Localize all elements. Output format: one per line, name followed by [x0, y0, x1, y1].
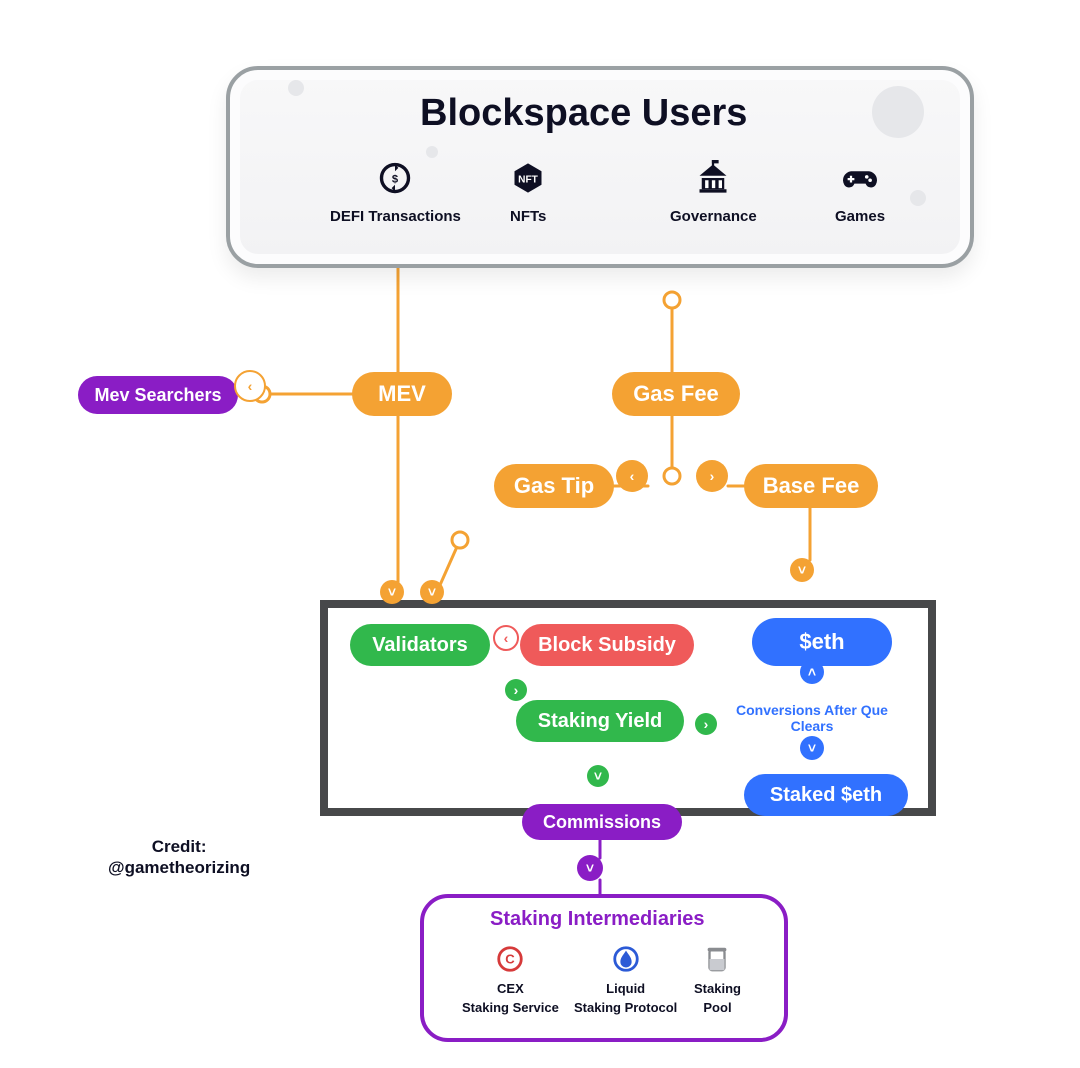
- val-to-yield-arrow-chip: ›: [505, 679, 527, 701]
- blockspace-user-item: NFT NFTs: [510, 160, 546, 225]
- panel-deco-circle: [872, 86, 924, 138]
- blockspace-user-label: Governance: [670, 208, 757, 225]
- gas-right-arrow-chip: ›: [696, 460, 728, 492]
- intermediary-label: Staking Protocol: [574, 1001, 677, 1016]
- mev-searchers-pill: Mev Searchers: [78, 376, 238, 414]
- panel-deco-circle: [910, 190, 926, 206]
- intermediary-label: Staking Service: [462, 1001, 559, 1016]
- intermediary-label: Staking: [694, 982, 741, 997]
- staked-eth-pill: Staked $eth: [744, 774, 908, 816]
- blockspace-user-item: Governance: [670, 160, 757, 225]
- intermediary-label: CEX: [497, 982, 524, 997]
- comm-down-arrow-chip: ˅: [577, 855, 603, 881]
- games-icon: [842, 160, 878, 200]
- block-subsidy-pill: Block Subsidy: [520, 624, 694, 666]
- svg-text:$: $: [392, 174, 399, 186]
- mev-pill: MEV: [352, 372, 452, 416]
- conversions-label: Conversions After Que Clears: [724, 702, 900, 734]
- eth-down-arrow-chip: ˅: [800, 736, 824, 760]
- blockspace-user-item: Games: [835, 160, 885, 225]
- blockspace-user-label: DEFI Transactions: [330, 208, 461, 225]
- validators-pill: Validators: [350, 624, 490, 666]
- mev-left-arrow-chip: ‹: [234, 370, 266, 402]
- tip-down-arrow-chip: ˅: [420, 580, 444, 604]
- blockspace-user-label: NFTs: [510, 208, 546, 225]
- eth-pill: $eth: [752, 618, 892, 666]
- yield-to-eth-arrow-chip: ›: [695, 713, 717, 735]
- svg-text:C: C: [506, 952, 516, 967]
- gov-icon: [695, 160, 731, 200]
- credit-line2: @gametheorizing: [108, 858, 250, 877]
- intermediary-item: Staking Pool: [694, 944, 741, 1016]
- mev-down-arrow-chip: ˅: [380, 580, 404, 604]
- gas-tip-pill: Gas Tip: [494, 464, 614, 508]
- blockspace-user-item: $ DEFI Transactions: [330, 160, 461, 225]
- cex-icon: C: [495, 944, 525, 978]
- intermediary-label: Liquid: [606, 982, 645, 997]
- liquid-icon: [611, 944, 641, 978]
- defi-icon: $: [377, 160, 413, 200]
- commissions-pill: Commissions: [522, 804, 682, 840]
- staking-yield-pill: Staking Yield: [516, 700, 684, 742]
- panel-deco-circle: [426, 146, 438, 158]
- base-down-arrow-chip: ˅: [790, 558, 814, 582]
- diagram-stage: { "canvas": {"w":1080,"h":1068,"bg":"#ff…: [0, 0, 1080, 1068]
- eth-up-arrow-chip: ˄: [800, 660, 824, 684]
- svg-text:NFT: NFT: [518, 175, 538, 186]
- nft-icon: NFT: [510, 160, 546, 200]
- yield-down-arrow-chip: ˅: [587, 765, 609, 787]
- credit-line1: Credit:: [152, 837, 207, 856]
- gas-left-arrow-chip: ‹: [616, 460, 648, 492]
- intermediary-label: Pool: [703, 1001, 731, 1016]
- staking-intermediaries-title: Staking Intermediaries: [490, 908, 705, 931]
- panel-deco-circle: [288, 80, 304, 96]
- blockspace-user-label: Games: [835, 208, 885, 225]
- credit-text: Credit: @gametheorizing: [108, 836, 250, 879]
- pool-icon: [702, 944, 732, 978]
- base-fee-pill: Base Fee: [744, 464, 878, 508]
- subsidy-left-arrow-chip: ‹: [493, 625, 519, 651]
- blockspace-users-title: Blockspace Users: [420, 92, 747, 135]
- gas-fee-pill: Gas Fee: [612, 372, 740, 416]
- intermediary-item: C CEX Staking Service: [462, 944, 559, 1016]
- intermediary-item: Liquid Staking Protocol: [574, 944, 677, 1016]
